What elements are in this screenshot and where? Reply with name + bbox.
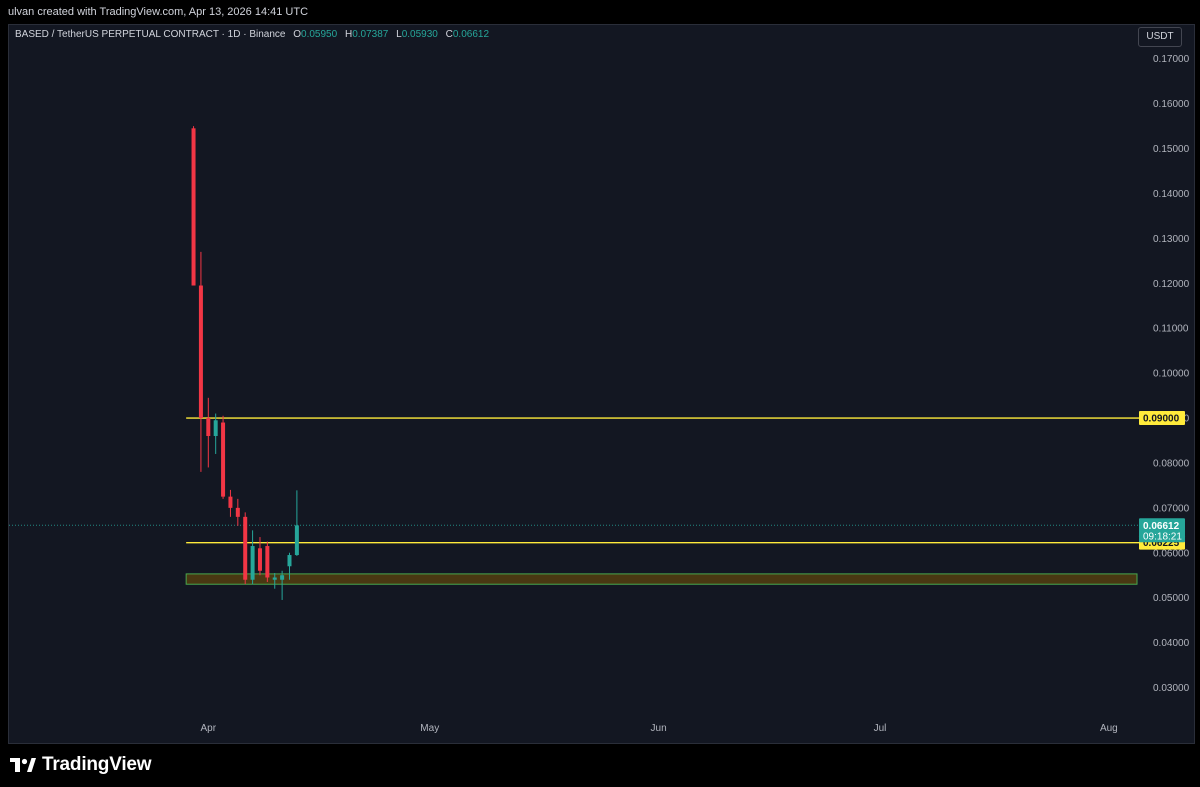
candle-body [265,546,270,578]
y-axis-tick-label: 0.03000 [1153,683,1190,694]
candle-body [250,546,255,580]
brand-name: TradingView [42,754,152,775]
symbol-title: BASED / TetherUS PERPETUAL CONTRACT · 1D… [15,29,286,40]
x-axis-tick-label: Aug [1100,723,1118,734]
countdown-label: 09:18:21 [1143,531,1182,542]
y-axis-tick-label: 0.05000 [1153,593,1190,604]
candlestick-chart[interactable]: 0.17000 0.16000 0.15000 0.14000 0.13000 0.120… [9,25,1195,744]
resistance-price-label: 0.09000 [1143,414,1180,425]
support-zone [185,573,1138,585]
y-axis-tick-label: 0.15000 [1153,144,1190,155]
close-label: C [445,29,453,40]
high-value: 0.07387 [352,29,389,40]
candle-body [228,496,233,508]
chart-credit: ulvan created with TradingView.com, Apr … [8,6,309,18]
high-label: H [344,29,353,40]
x-axis-tick-label: Jul [874,723,887,734]
currency-button[interactable]: USDT [1138,27,1182,47]
last-price-label-bg [1139,518,1185,543]
resistance-price-label-bg [1139,411,1185,426]
y-axis-tick-label: 0.16000 [1153,99,1190,110]
candle-body [213,420,218,436]
candle-body [191,128,196,286]
candle-body [198,285,203,419]
footer: TradingView [0,744,1200,787]
candle-body [294,525,299,556]
candle-body [257,548,262,571]
open-value: 0.05950 [301,29,338,40]
y-axis-tick-label: 0.10000 [1153,369,1190,380]
chart-pane[interactable]: 0.17000 0.16000 0.15000 0.14000 0.13000 0.120… [8,24,1195,744]
candle-body [280,575,285,580]
x-axis-tick-label: May [420,723,439,734]
y-axis-tick-label: 0.11000 [1153,324,1189,335]
symbol-legend: BASED / TetherUS PERPETUAL CONTRACT · 1D… [15,29,489,40]
y-axis-tick-label: 0.04000 [1153,638,1190,649]
x-axis-tick-label: Jun [651,723,667,734]
candle-body [272,577,277,580]
candle-body [221,422,226,497]
y-axis-tick-label: 0.12000 [1153,279,1190,290]
close-value: 0.06612 [452,29,490,40]
tradingview-logo-icon [10,758,36,772]
support-price-label: 0.06225 [1143,538,1180,549]
y-axis-tick-label: 0.13000 [1153,234,1190,245]
y-axis-tick-label: 0.08000 [1153,458,1190,469]
candle-body [206,418,211,436]
y-axis-tick-label: 0.06000 [1153,548,1190,559]
low-label: L [396,29,402,40]
y-axis-tick-label: 0.14000 [1153,189,1190,200]
candle-body [287,555,292,567]
candle-body [243,516,248,580]
candle-body [235,507,240,517]
y-axis-tick-label: 0.07000 [1153,503,1190,514]
low-value: 0.05930 [401,29,438,40]
x-axis-tick-label: Apr [201,723,217,734]
open-label: O [293,29,302,40]
last-price-label: 0.06612 [1143,521,1180,532]
tradingview-logo[interactable]: TradingView [10,754,152,776]
y-axis-tick-label: 0.17000 [1153,54,1190,65]
top-bar: ulvan created with TradingView.com, Apr … [0,0,1200,24]
